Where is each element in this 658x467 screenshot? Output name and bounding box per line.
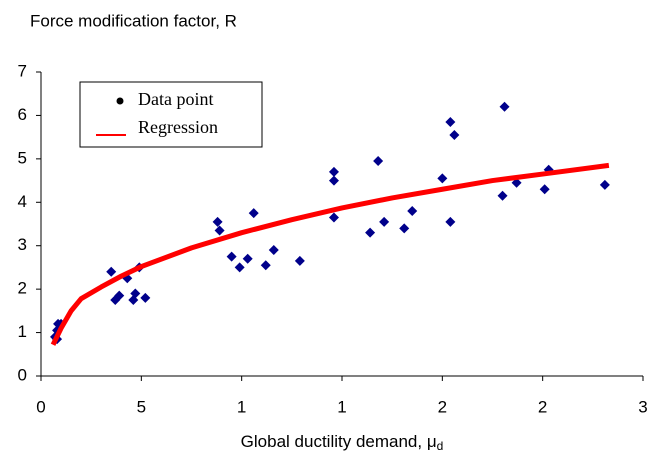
data-point [268,245,279,256]
regression-line [50,162,610,346]
data-point [328,175,339,186]
y-tick-label: 1 [18,322,27,341]
x-tick-label: 2 [438,397,447,416]
y-tick-label: 6 [18,105,27,124]
chart-title: Force modification factor, R [30,11,237,30]
data-point [445,116,456,127]
x-tick-label: 1 [237,397,246,416]
x-tick-label: 2 [538,397,547,416]
y-tick-label: 2 [18,279,27,298]
data-point [130,288,141,299]
data-point [365,227,376,238]
data-point [499,101,510,112]
y-tick-label: 4 [18,192,27,211]
data-point [212,216,223,227]
data-point [214,225,225,236]
data-point [399,223,410,234]
y-tick-label: 0 [18,365,27,384]
data-point [242,253,253,264]
x-label-text: Global ductility demand, μ [241,432,437,451]
x-label-subscript: d [437,439,444,453]
data-point [497,190,508,201]
x-tick-label: 1 [337,397,346,416]
legend-swatch [116,97,124,105]
legend-label: Data point [138,89,213,109]
data-point [294,255,305,266]
data-point [106,266,117,277]
y-tick-label: 5 [18,148,27,167]
data-point [248,208,259,219]
data-point [114,290,125,301]
x-tick-label: 5 [137,397,146,416]
data-point [379,216,390,227]
y-tick-label: 3 [18,235,27,254]
x-tick-label: 3 [638,397,647,416]
data-point [445,216,456,227]
x-axis-label: Global ductility demand, μd [241,432,444,453]
data-point [140,292,151,303]
data-point [328,166,339,177]
y-tick-label: 7 [18,61,27,80]
data-point [234,262,245,273]
data-point [328,212,339,223]
data-point [539,184,550,195]
data-point [260,260,271,271]
x-tick-label: 0 [36,397,45,416]
data-point [449,129,460,140]
legend-box [79,81,263,148]
data-point [407,205,418,216]
legend-label: Regression [138,117,218,137]
data-point [373,156,384,167]
data-point [437,173,448,184]
data-point [599,179,610,190]
data-point [226,251,237,262]
